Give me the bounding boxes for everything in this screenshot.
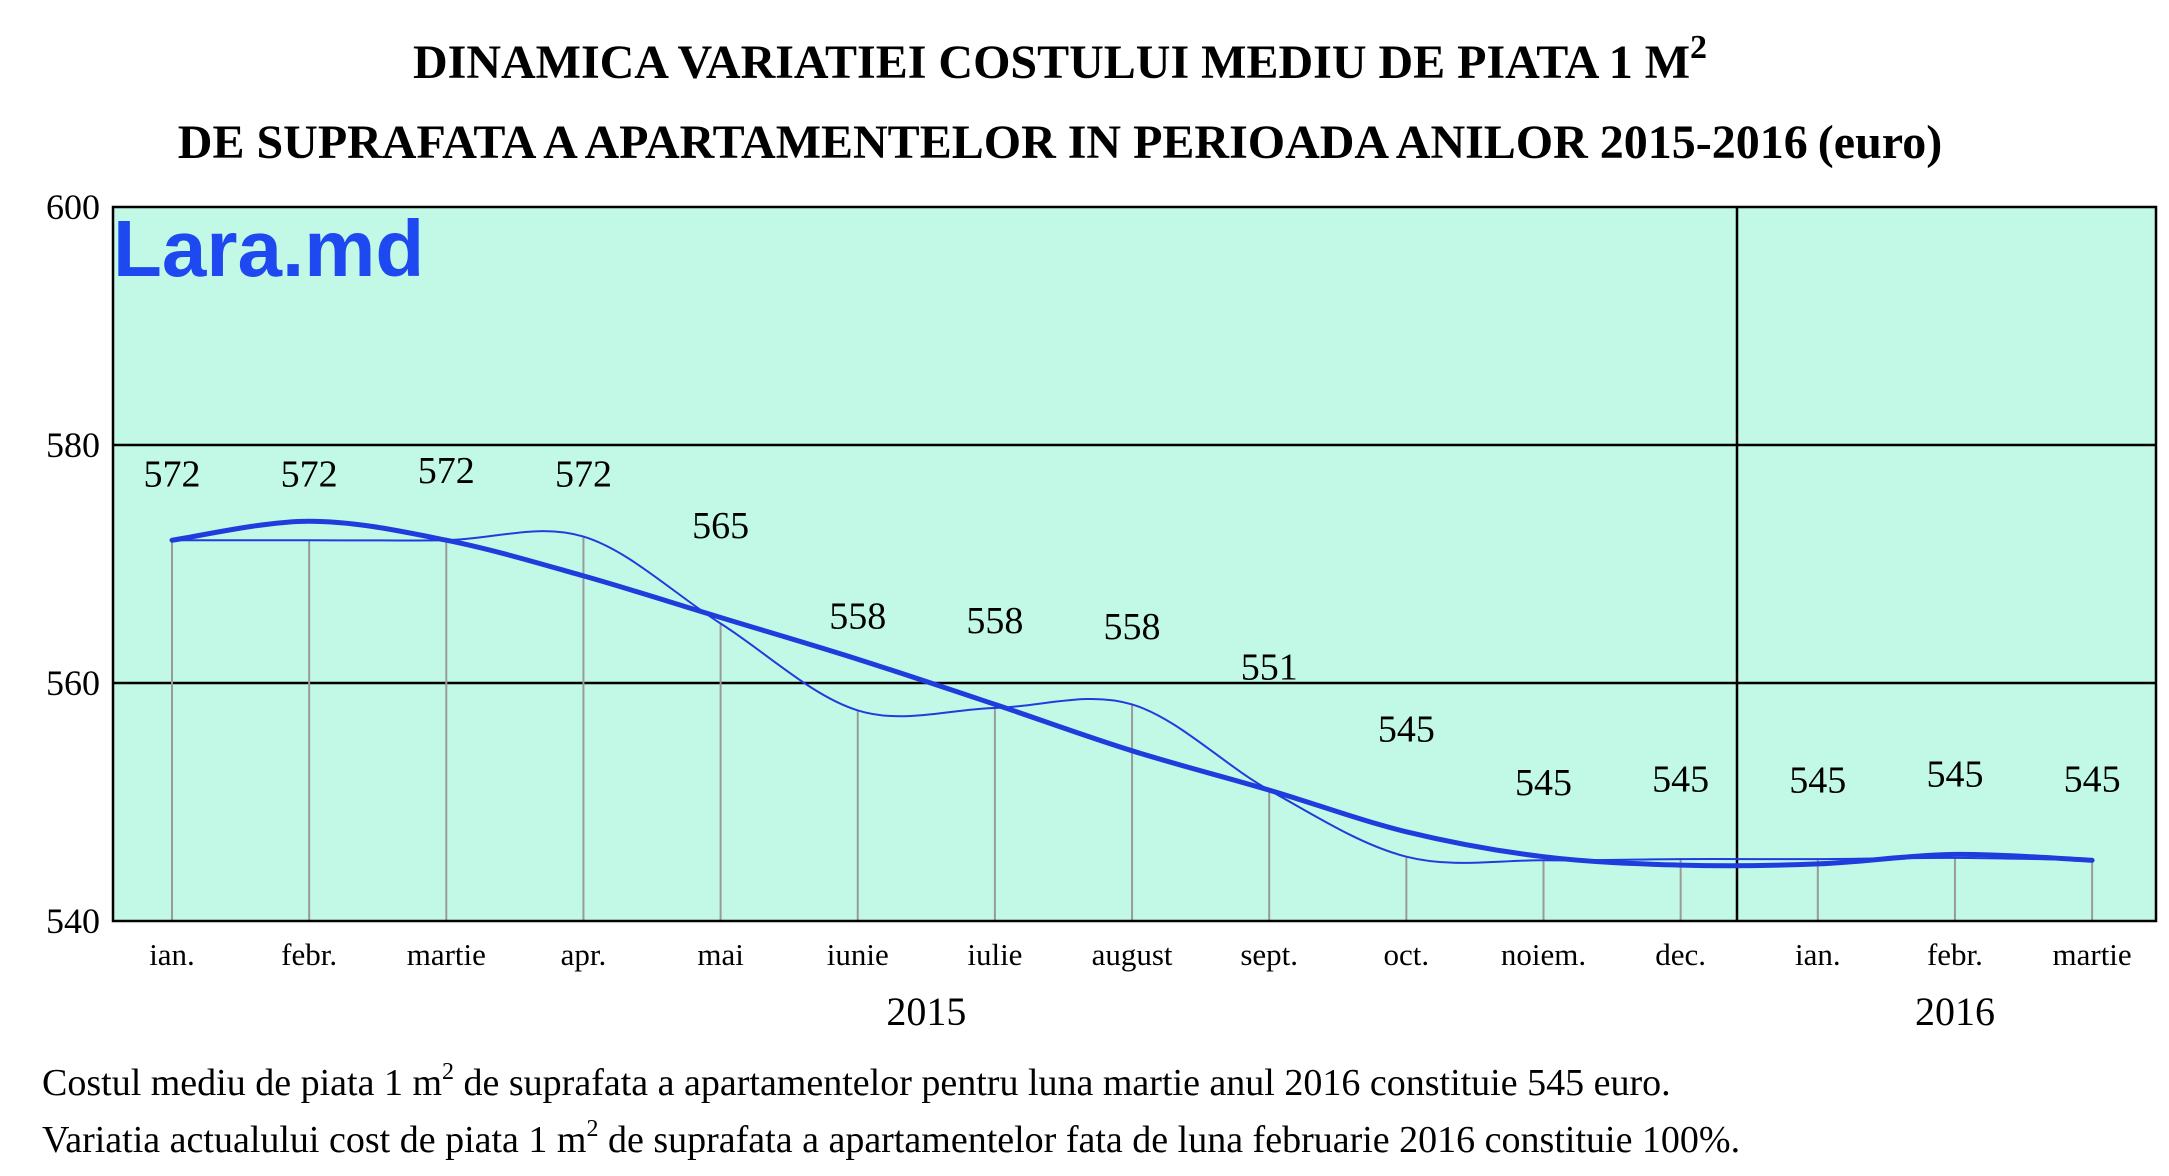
data-label: 545: [1515, 762, 1572, 804]
y-tick-label: 560: [46, 663, 100, 703]
footnote-line1: Costul mediu de piata 1 m2 de suprafata …: [42, 1059, 1671, 1104]
grid-lines: [113, 443, 2156, 685]
plot-frame: [111, 205, 2158, 923]
data-label: 572: [555, 454, 612, 496]
x-tick-label: ian.: [1795, 937, 1841, 972]
data-label: 572: [418, 450, 475, 492]
y-tick-label: 540: [46, 901, 100, 941]
x-tick-label: iunie: [827, 937, 889, 972]
x-tick-label: febr.: [281, 937, 337, 972]
y-axis-ticks: 540 560 580 600: [46, 187, 100, 941]
x-tick-label: dec.: [1655, 937, 1706, 972]
footnote-line2: Variatia actualului cost de piata 1 m2 d…: [42, 1116, 1740, 1161]
data-label: 545: [1652, 758, 1709, 800]
data-label: 558: [966, 600, 1023, 642]
year-label: 2016: [1915, 989, 1995, 1034]
x-tick-label: sept.: [1240, 937, 1298, 972]
x-tick-label: oct.: [1384, 937, 1430, 972]
data-label: 558: [1104, 606, 1161, 648]
year-label: 2015: [886, 989, 966, 1034]
data-label: 545: [1789, 759, 1846, 801]
data-label: 545: [1378, 708, 1435, 750]
watermark-logo: Lara.md: [113, 204, 424, 293]
data-label: 565: [692, 505, 749, 547]
x-tick-label: august: [1092, 937, 1173, 972]
y-tick-label: 580: [46, 425, 100, 465]
chart-title-line2: DE SUPRAFATA A APARTAMENTELOR IN PERIOAD…: [178, 116, 1942, 169]
x-tick-label: mai: [697, 937, 744, 972]
series-lines: [169, 518, 2095, 869]
x-tick-label: apr.: [561, 937, 607, 972]
x-tick-label: noiem.: [1501, 937, 1586, 972]
x-tick-label: iulie: [967, 937, 1022, 972]
data-label: 558: [829, 595, 886, 637]
series-line-1: [171, 530, 2094, 864]
data-label: 551: [1241, 646, 1298, 688]
data-label: 572: [281, 454, 338, 496]
chart-title-line1: DINAMICA VARIATIEI COSTULUI MEDIU DE PIA…: [413, 29, 1707, 89]
x-axis-ticks: ian. febr. martie apr. mai iunie iulie august se…: [149, 937, 2132, 972]
x-tick-label: martie: [2053, 937, 2132, 972]
y-tick-label: 600: [46, 187, 100, 227]
x-tick-label: ian.: [149, 937, 195, 972]
data-label: 572: [144, 454, 201, 496]
data-label: 545: [1926, 754, 1983, 796]
drop-lines: [171, 536, 2094, 921]
x-tick-label: febr.: [1927, 937, 1983, 972]
data-label: 545: [2064, 758, 2121, 800]
year-labels: 2015 2016: [886, 989, 1995, 1034]
x-tick-label: martie: [407, 937, 486, 972]
plot-area: [113, 207, 2156, 921]
data-labels: 572 572 572 572 565 558 558 558 551 545 545 545 545 5…: [144, 450, 2121, 804]
series-line-2: [169, 518, 2095, 869]
